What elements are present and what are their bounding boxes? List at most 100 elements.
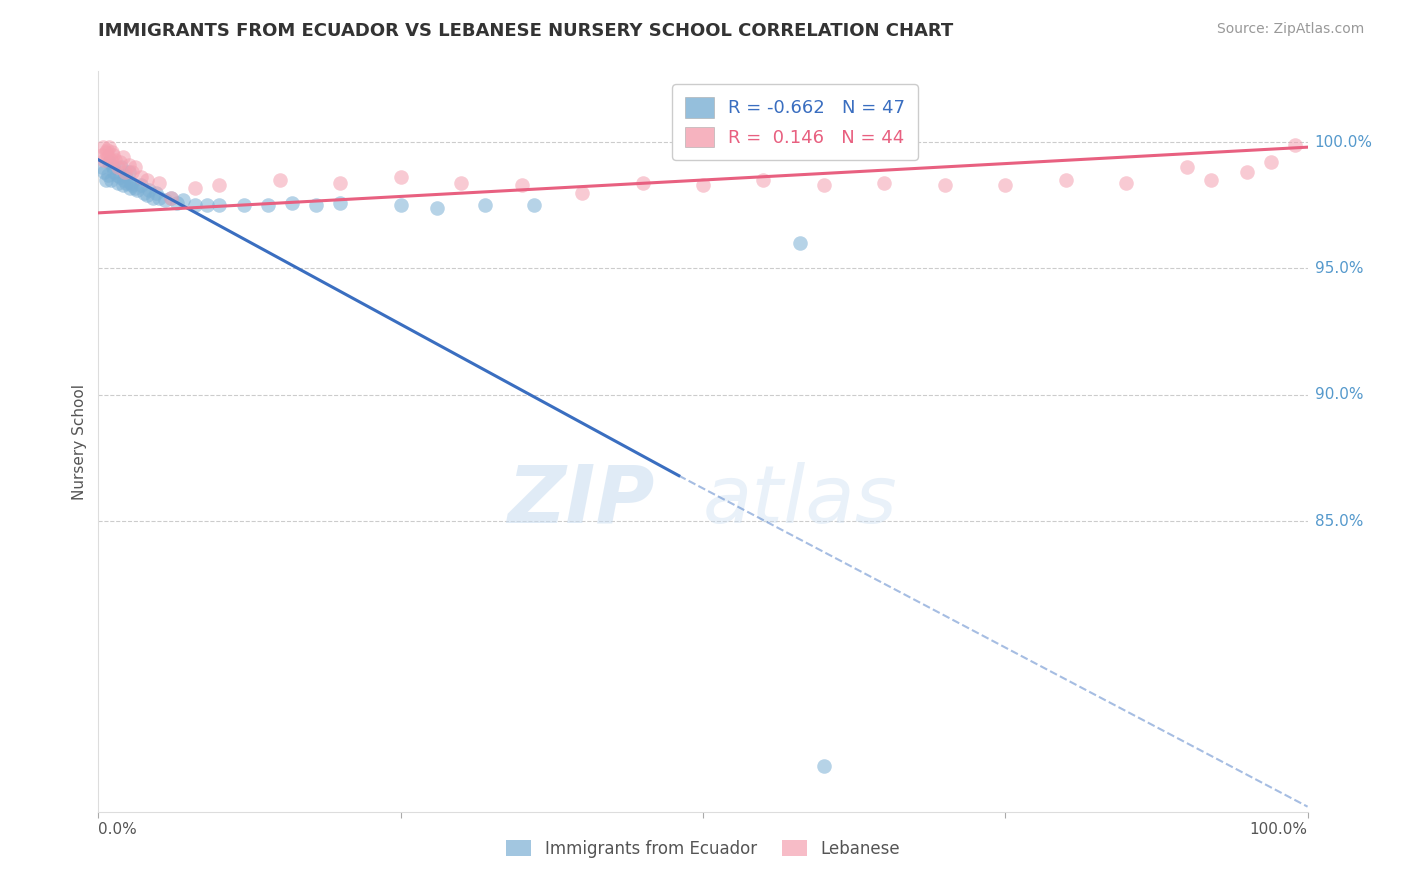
Point (108, 170, 131, 185)
Point (104, 153, 127, 167)
Point (105, 168, 128, 182)
Point (510, 178, 533, 192)
Point (1054, 173, 1077, 187)
Point (118, 180, 141, 194)
Point (127, 183, 149, 197)
Point (91, 161, 114, 175)
Point (148, 191, 170, 205)
Point (329, 195, 352, 210)
Point (108, 155, 131, 169)
Point (91, 147, 114, 161)
Point (184, 180, 207, 194)
Text: Source: ZipAtlas.com: Source: ZipAtlas.com (1216, 22, 1364, 37)
Point (114, 165, 136, 179)
Point (1199, 173, 1222, 187)
Point (107, 176, 129, 190)
Point (994, 178, 1017, 192)
Point (97, 168, 120, 182)
Point (1284, 137, 1306, 152)
Point (118, 158, 141, 172)
Text: 85.0%: 85.0% (1315, 514, 1362, 529)
Point (115, 176, 138, 190)
Point (93, 153, 115, 167)
Point (101, 147, 124, 161)
Point (118, 165, 141, 179)
Point (813, 759, 835, 773)
Point (934, 178, 956, 192)
Point (208, 198, 231, 212)
Point (1260, 155, 1282, 169)
Point (135, 188, 157, 202)
Point (450, 176, 472, 190)
Point (389, 198, 412, 212)
Text: 100.0%: 100.0% (1250, 822, 1308, 837)
Point (121, 165, 143, 179)
Point (208, 178, 231, 192)
Point (523, 198, 546, 212)
Point (305, 198, 328, 212)
Text: atlas: atlas (703, 462, 898, 540)
Point (93, 165, 115, 179)
Point (129, 170, 152, 185)
Point (100, 145, 122, 160)
Text: 0.0%: 0.0% (98, 822, 138, 837)
Point (94, 145, 117, 160)
Point (98, 140, 121, 154)
Point (160, 191, 183, 205)
Point (148, 176, 170, 190)
Text: ZIP: ZIP (508, 462, 655, 540)
Point (142, 191, 165, 205)
Text: IMMIGRANTS FROM ECUADOR VS LEBANESE NURSERY SCHOOL CORRELATION CHART: IMMIGRANTS FROM ECUADOR VS LEBANESE NURS… (98, 22, 953, 40)
Point (94, 173, 117, 187)
Point (631, 176, 654, 190)
Point (153, 193, 176, 207)
Point (474, 198, 496, 212)
Point (97, 150, 120, 164)
Point (129, 178, 152, 192)
Point (110, 161, 132, 175)
Point (1175, 161, 1198, 175)
Point (124, 161, 146, 175)
Point (256, 198, 278, 212)
Point (121, 178, 143, 192)
Point (1236, 165, 1258, 179)
Point (120, 176, 142, 190)
Text: 100.0%: 100.0% (1315, 135, 1372, 150)
Point (269, 173, 291, 187)
Point (101, 161, 124, 175)
Point (145, 186, 167, 200)
Point (107, 161, 129, 175)
Y-axis label: Nursery School: Nursery School (72, 384, 87, 500)
Point (111, 150, 134, 164)
Point (281, 195, 304, 210)
Point (138, 183, 160, 197)
Point (103, 165, 125, 179)
Point (195, 198, 218, 212)
Point (100, 153, 122, 167)
Point (124, 180, 146, 194)
Point (134, 186, 156, 200)
Point (98, 155, 121, 169)
Point (135, 173, 157, 187)
Point (91, 140, 114, 154)
Point (111, 178, 134, 192)
Point (112, 173, 135, 187)
Point (1115, 176, 1137, 190)
Point (184, 198, 207, 212)
Text: 90.0%: 90.0% (1315, 387, 1362, 402)
Point (752, 173, 775, 187)
Point (571, 186, 593, 200)
Text: 95.0%: 95.0% (1315, 261, 1362, 276)
Point (172, 193, 194, 207)
Point (329, 176, 352, 190)
Point (389, 170, 412, 185)
Point (232, 198, 254, 212)
Legend: Immigrants from Ecuador, Lebanese: Immigrants from Ecuador, Lebanese (498, 831, 908, 866)
Point (692, 178, 714, 192)
Point (813, 178, 835, 192)
Point (873, 176, 896, 190)
Point (166, 195, 188, 210)
Point (114, 168, 136, 182)
Point (96, 143, 118, 157)
Point (100, 173, 122, 187)
